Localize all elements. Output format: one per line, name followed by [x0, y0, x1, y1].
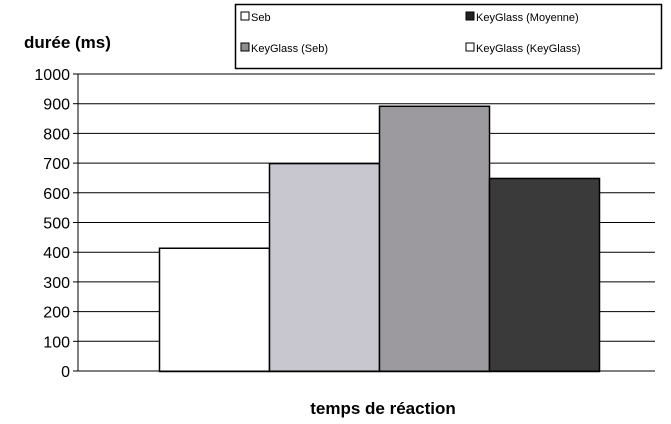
bar	[378, 105, 491, 373]
y-axis: 0 100 200 300 400 500 600 700 800 900 1000	[34, 67, 655, 381]
y-tick-label: 200	[43, 305, 70, 322]
legend-box	[234, 3, 663, 70]
x-axis-title: temps de réaction	[310, 399, 456, 418]
y-tick-label: 100	[43, 334, 70, 351]
y-tick-label: 300	[43, 275, 70, 292]
y-tick-label: 400	[43, 245, 70, 262]
y-tick-label: 600	[43, 186, 70, 203]
legend-swatch	[240, 42, 250, 52]
legend-label: Seb	[251, 12, 271, 24]
y-axis-title: durée (ms)	[24, 33, 111, 52]
legend-label: KeyGlass (Seb)	[251, 43, 328, 55]
y-tick-label: 1000	[34, 67, 70, 84]
bars	[158, 105, 601, 373]
legend-label: KeyGlass (KeyGlass)	[476, 43, 581, 55]
legend-swatch	[465, 11, 475, 21]
legend-swatch	[465, 42, 475, 52]
legend-swatch	[240, 11, 250, 21]
legend-label: KeyGlass (Moyenne)	[476, 12, 579, 24]
bar	[488, 177, 601, 373]
legend: Seb KeyGlass (Moyenne) KeyGlass (Seb) KeyGl…	[234, 3, 663, 70]
y-tick-label: 500	[43, 216, 70, 233]
y-tick-label: 800	[43, 126, 70, 143]
y-tick-label: 700	[43, 156, 70, 173]
y-tick-label: 0	[61, 364, 70, 381]
bar	[158, 247, 271, 373]
bar	[268, 162, 381, 373]
y-tick-label: 900	[43, 97, 70, 114]
